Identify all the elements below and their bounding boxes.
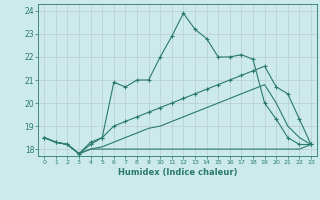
- X-axis label: Humidex (Indice chaleur): Humidex (Indice chaleur): [118, 168, 237, 177]
